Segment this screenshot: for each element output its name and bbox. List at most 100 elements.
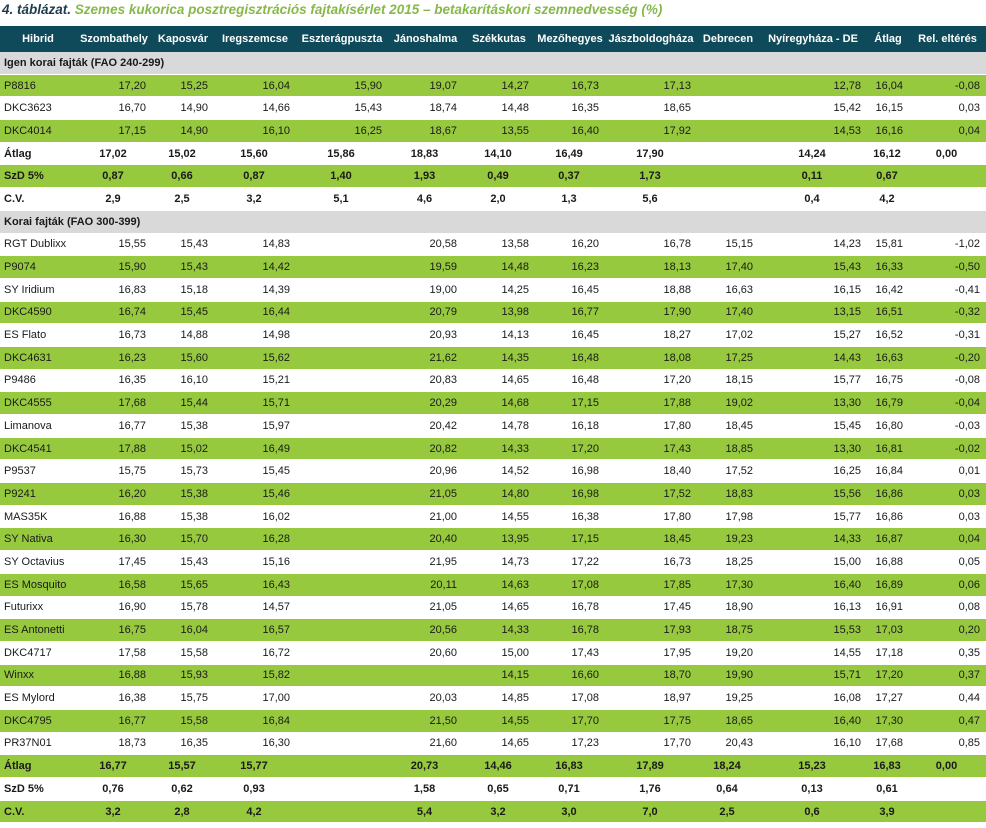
cell: 15,21 <box>214 369 296 393</box>
cell: 14,25 <box>463 278 535 302</box>
cell: 16,89 <box>867 573 909 597</box>
cell <box>909 800 986 824</box>
row-label: C.V. <box>0 187 76 211</box>
cell: -0,41 <box>909 278 986 302</box>
cell: 14,90 <box>152 96 214 121</box>
cell: 14,48 <box>463 96 535 121</box>
cell: 15,02 <box>152 437 214 461</box>
cell: 15,00 <box>463 641 535 665</box>
data-row: RGT Dublixx 15,55 15,43 14,83 20,58 13,58 16,2… <box>0 233 986 257</box>
summary-row: SzD 5% 0,87 0,66 0,87 1,40 1,93 0,49 0,37 1,73 0,… <box>0 164 986 189</box>
cell: 17,20 <box>76 74 152 98</box>
cell: 16,73 <box>76 323 152 347</box>
column-header: Mezőhegyes <box>535 26 605 52</box>
section-row: Igen korai fajták (FAO 240-299) <box>0 52 986 75</box>
cell: 16,80 <box>867 414 909 438</box>
cell <box>296 664 388 688</box>
data-row: SY Iridium 16,83 15,18 14,39 19,00 14,25 16,45… <box>0 278 986 302</box>
cell <box>909 777 986 801</box>
cell: 16,73 <box>535 74 605 98</box>
cell: 14,68 <box>463 391 535 415</box>
cell: -0,08 <box>909 74 986 98</box>
cell: 17,40 <box>697 255 759 279</box>
cell: 14,85 <box>463 686 535 710</box>
cell: 17,85 <box>605 573 697 597</box>
cell <box>296 414 388 438</box>
cell: 18,67 <box>388 119 463 143</box>
row-label: SzD 5% <box>0 777 76 801</box>
cell: 15,15 <box>697 233 759 257</box>
cell: 16,49 <box>535 142 605 166</box>
cell: 15,75 <box>76 459 152 484</box>
data-row: PR37N01 18,73 16,35 16,30 21,60 14,65 17,23 17,… <box>0 732 986 756</box>
row-label: ES Antonetti <box>0 618 76 642</box>
cell: 18,83 <box>388 142 463 166</box>
cell: 16,88 <box>76 505 152 529</box>
cell: 17,30 <box>867 709 909 733</box>
cell: 16,08 <box>759 686 867 710</box>
cell: 16,40 <box>759 709 867 733</box>
cell <box>296 369 388 393</box>
cell: 0,11 <box>759 164 867 189</box>
cell: 17,27 <box>867 686 909 710</box>
row-label: C.V. <box>0 800 76 824</box>
cell: 16,10 <box>759 732 867 756</box>
cell: 16,75 <box>867 369 909 393</box>
cell: 18,40 <box>605 459 697 484</box>
cell: -0,32 <box>909 301 986 325</box>
cell: 16,77 <box>76 709 152 733</box>
table-title: Szemes kukorica posztregisztrációs fajta… <box>74 2 663 17</box>
cell: 14,39 <box>214 278 296 302</box>
cell: 20,58 <box>388 233 463 257</box>
cell: 16,51 <box>867 301 909 325</box>
data-row: Futurixx 16,90 15,78 14,57 21,05 14,65 16,78 17… <box>0 596 986 620</box>
cell: 1,40 <box>296 164 388 189</box>
cell: 18,65 <box>697 709 759 733</box>
data-row: DKC4795 16,77 15,58 16,84 21,50 14,55 17,70 17,… <box>0 709 986 733</box>
cell: 1,73 <box>605 164 697 189</box>
cell: 14,27 <box>463 74 535 98</box>
cell: 15,78 <box>152 596 214 620</box>
cell <box>296 641 388 665</box>
cell: 17,52 <box>697 459 759 484</box>
cell: 15,90 <box>296 74 388 98</box>
cell: 14,43 <box>759 346 867 370</box>
cell: 20,42 <box>388 414 463 438</box>
cell: 17,23 <box>535 732 605 756</box>
column-header: Iregszemcse <box>214 26 296 52</box>
cell: 17,52 <box>605 482 697 506</box>
row-label: DKC4555 <box>0 391 76 415</box>
cell: 18,45 <box>697 414 759 438</box>
cell: 14,35 <box>463 346 535 370</box>
cell: 0,71 <box>535 777 605 801</box>
cell <box>296 596 388 620</box>
row-label: SY Iridium <box>0 278 76 302</box>
cell: 16,78 <box>605 233 697 257</box>
cell: 21,60 <box>388 732 463 756</box>
cell: 18,88 <box>605 278 697 302</box>
cell: 20,93 <box>388 323 463 347</box>
cell: 15,70 <box>152 527 214 552</box>
summary-row: SzD 5% 0,76 0,62 0,93 1,58 0,65 0,71 1,76 0,64 0,… <box>0 777 986 801</box>
cell: 15,58 <box>152 709 214 733</box>
row-label: Winxx <box>0 664 76 688</box>
cell: -0,20 <box>909 346 986 370</box>
cell: -0,03 <box>909 414 986 438</box>
cell: 0,85 <box>909 732 986 756</box>
data-row: P8816 17,20 15,25 16,04 15,90 19,07 14,27 16,73… <box>0 74 986 98</box>
column-header: Eszterágpuszta <box>296 26 388 52</box>
cell: 15,56 <box>759 482 867 506</box>
cell <box>909 187 986 211</box>
cell: 14,80 <box>463 482 535 506</box>
cell: 17,95 <box>605 641 697 665</box>
cell: 16,49 <box>214 437 296 461</box>
cell: 14,98 <box>214 323 296 347</box>
cell: 16,70 <box>76 96 152 121</box>
cell: 16,77 <box>76 414 152 438</box>
data-row: SY Octavius 17,45 15,43 15,16 21,95 14,73 17,2… <box>0 550 986 574</box>
cell: 13,98 <box>463 301 535 325</box>
cell: 16,87 <box>867 527 909 552</box>
column-header: Kaposvár <box>152 26 214 52</box>
cell: 14,65 <box>463 596 535 620</box>
cell: 16,04 <box>214 74 296 98</box>
